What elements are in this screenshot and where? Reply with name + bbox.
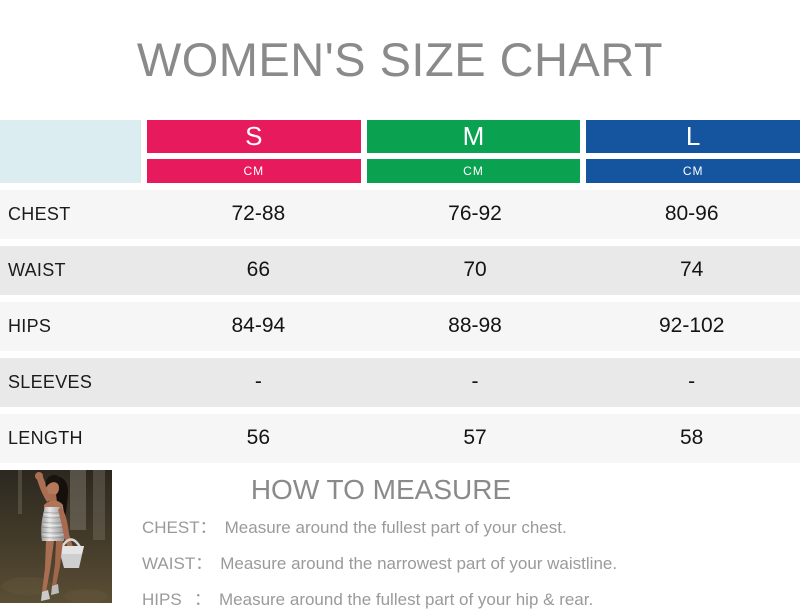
row-label: HIPS xyxy=(8,315,52,336)
cell-value: 88-98 xyxy=(448,314,502,338)
cell-value: - xyxy=(471,370,479,394)
measure-item-waist: WAIST： Measure around the narrowest part … xyxy=(142,554,620,574)
row-label: CHEST xyxy=(8,203,71,224)
measure-label: WAIST xyxy=(142,553,196,573)
page-title: WOMEN'S SIZE CHART xyxy=(136,33,664,87)
how-to-measure-section: HOW TO MEASURE CHEST： Measure around the … xyxy=(0,469,800,609)
measure-colon: ： xyxy=(199,517,217,537)
model-photo xyxy=(0,469,112,603)
cell-value: - xyxy=(688,370,696,394)
unit-cell-m: CM xyxy=(366,158,581,183)
woman-silver-dress-illustration xyxy=(0,469,112,603)
cell-value: 74 xyxy=(680,258,704,282)
column-header-m: M xyxy=(366,119,581,153)
table-row-chest: CHEST 72-88 76-92 80-96 xyxy=(0,189,800,239)
row-label: SLEEVES xyxy=(8,371,93,392)
cell-value: 80-96 xyxy=(664,202,719,226)
cell-value: 66 xyxy=(246,258,271,282)
column-header-l: L xyxy=(586,119,800,153)
measure-text: Measure around the fullest part of your … xyxy=(219,589,594,609)
table-row-hips: HIPS 84-94 88-98 92-102 xyxy=(0,301,800,351)
cell-value: 72-88 xyxy=(231,202,286,226)
measure-text: Measure around the narrowest part of you… xyxy=(220,553,618,573)
measure-colon: ： xyxy=(195,553,213,573)
table-row-waist: WAIST 66 70 74 xyxy=(0,245,800,295)
measure-text: Measure around the fullest part of your … xyxy=(224,517,567,537)
corner-cell xyxy=(0,119,141,183)
measure-label: CHEST xyxy=(142,517,200,537)
cell-value: 56 xyxy=(246,426,271,450)
cell-value: 70 xyxy=(463,258,487,282)
column-header-s: S xyxy=(147,119,361,153)
cell-value: 76-92 xyxy=(448,202,502,226)
how-to-measure-title: HOW TO MEASURE xyxy=(250,473,512,505)
unit-cell-s: CM xyxy=(147,158,361,183)
cell-value: 84-94 xyxy=(231,314,286,338)
cell-value: - xyxy=(254,370,262,394)
measure-colon: ： xyxy=(194,589,211,609)
measure-instructions: HOW TO MEASURE CHEST： Measure around the … xyxy=(142,470,620,609)
measure-item-chest: CHEST： Measure around the fullest part of… xyxy=(142,518,620,538)
size-table: S M L CM CM CM CHEST 72-88 76-92 80-96 W… xyxy=(0,119,800,463)
cell-value: 58 xyxy=(680,426,704,450)
measure-label: HIPS xyxy=(142,589,182,609)
measure-item-hips: HIPS ： Measure around the fullest part of … xyxy=(142,590,620,610)
size-table-header: S M L CM CM CM xyxy=(0,119,800,183)
unit-cell-l: CM xyxy=(586,158,800,183)
cell-value: 92-102 xyxy=(658,314,725,338)
row-label: LENGTH xyxy=(8,427,83,448)
row-label: WAIST xyxy=(8,259,66,280)
cell-value: 57 xyxy=(463,426,487,450)
table-row-sleeves: SLEEVES - - - xyxy=(0,357,800,407)
table-row-length: LENGTH 56 57 58 xyxy=(0,413,800,463)
size-table-body: CHEST 72-88 76-92 80-96 WAIST 66 70 74 H… xyxy=(0,189,800,463)
